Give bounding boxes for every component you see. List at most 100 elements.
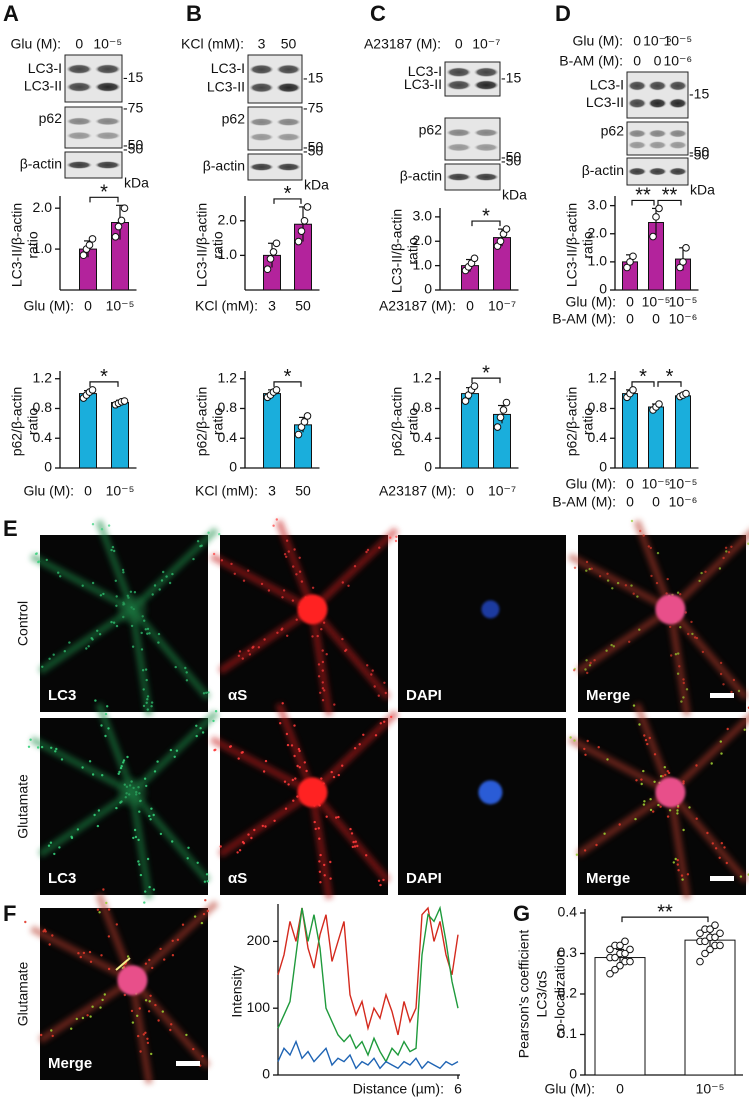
- blot-band: [648, 167, 667, 176]
- puncta: [710, 762, 713, 765]
- data-point: [701, 937, 709, 946]
- puncta: [682, 696, 685, 699]
- significance-bracket: [621, 916, 709, 923]
- puncta: [335, 816, 338, 819]
- puncta: [672, 861, 675, 864]
- dendrite: [667, 790, 749, 884]
- blot-band: [94, 161, 121, 169]
- puncta: [680, 874, 684, 877]
- puncta: [323, 874, 326, 877]
- puncta: [394, 539, 398, 543]
- data-point: [272, 386, 281, 394]
- puncta: [57, 571, 60, 574]
- puncta: [352, 840, 355, 844]
- data-point: [117, 216, 126, 225]
- puncta: [665, 592, 668, 595]
- data-point: [716, 929, 724, 938]
- puncta: [100, 528, 104, 531]
- puncta: [281, 596, 284, 599]
- puncta: [157, 632, 161, 636]
- data-point: [655, 204, 663, 213]
- puncta: [212, 719, 215, 723]
- puncta: [143, 619, 146, 622]
- y-tick-label: 0.4: [33, 429, 53, 445]
- puncta: [291, 778, 294, 782]
- puncta: [624, 584, 628, 587]
- data-point: [120, 204, 129, 212]
- puncta: [695, 636, 699, 640]
- puncta: [101, 998, 104, 1002]
- puncta: [668, 809, 672, 812]
- puncta: [192, 557, 195, 561]
- puncta: [149, 994, 152, 997]
- y-tick-label: 0.8: [413, 399, 433, 415]
- puncta: [295, 573, 298, 576]
- data-point: [711, 933, 719, 942]
- puncta: [137, 860, 140, 863]
- puncta: [100, 954, 103, 957]
- puncta: [91, 581, 95, 585]
- puncta: [151, 966, 154, 970]
- puncta: [238, 849, 242, 852]
- puncta: [146, 632, 149, 635]
- data-point: [79, 251, 88, 260]
- micrograph: [567, 519, 749, 717]
- blot-band: [94, 117, 121, 126]
- puncta: [732, 678, 736, 682]
- puncta: [630, 584, 633, 587]
- data-point: [711, 921, 719, 929]
- blot-lane-label: 50: [281, 36, 297, 52]
- profile-line: [277, 905, 459, 1064]
- data-point: [606, 945, 614, 954]
- puncta: [321, 699, 325, 702]
- puncta: [145, 678, 148, 682]
- puncta: [114, 579, 118, 582]
- dendrite: [309, 527, 399, 612]
- puncta: [100, 724, 103, 727]
- dendrite: [567, 553, 673, 613]
- puncta: [134, 835, 138, 839]
- puncta: [347, 584, 350, 587]
- data-point: [269, 248, 278, 256]
- puncta: [649, 546, 652, 550]
- puncta: [150, 1052, 153, 1056]
- image-label: αS: [228, 870, 247, 887]
- puncta: [345, 648, 348, 651]
- puncta: [656, 551, 660, 555]
- puncta: [296, 764, 299, 768]
- puncta: [237, 654, 241, 657]
- blot-header-label: Glu (M):: [10, 36, 61, 52]
- y-axis-label: p62/β-actin: [194, 387, 210, 457]
- data-point: [502, 398, 511, 407]
- blot-band: [249, 64, 274, 75]
- puncta: [659, 775, 663, 778]
- puncta: [573, 739, 576, 742]
- puncta: [261, 824, 264, 828]
- puncta: [185, 671, 188, 674]
- puncta: [161, 1010, 164, 1013]
- puncta: [130, 624, 134, 628]
- puncta: [384, 691, 387, 695]
- puncta: [341, 637, 344, 641]
- puncta: [153, 770, 157, 773]
- significance-bracket: [273, 198, 302, 204]
- puncta: [85, 647, 88, 650]
- significance-bracket: [471, 220, 501, 227]
- puncta: [383, 720, 386, 723]
- data-point: [706, 945, 714, 954]
- puncta: [321, 681, 324, 684]
- puncta: [126, 955, 130, 958]
- significance-label: *: [482, 205, 490, 227]
- x-tick-label: 50: [295, 298, 311, 314]
- dendrite: [576, 789, 673, 858]
- blot-row-label: β-actin: [20, 156, 62, 172]
- puncta: [366, 664, 369, 667]
- y-tick-label: 1.2: [33, 369, 53, 385]
- puncta: [260, 582, 264, 586]
- puncta: [247, 649, 250, 652]
- puncta: [371, 669, 374, 672]
- blot-band: [446, 80, 472, 91]
- puncta: [145, 784, 148, 788]
- blot-lane-label: 0: [633, 53, 641, 69]
- x-row-label: Glu (M):: [565, 476, 616, 492]
